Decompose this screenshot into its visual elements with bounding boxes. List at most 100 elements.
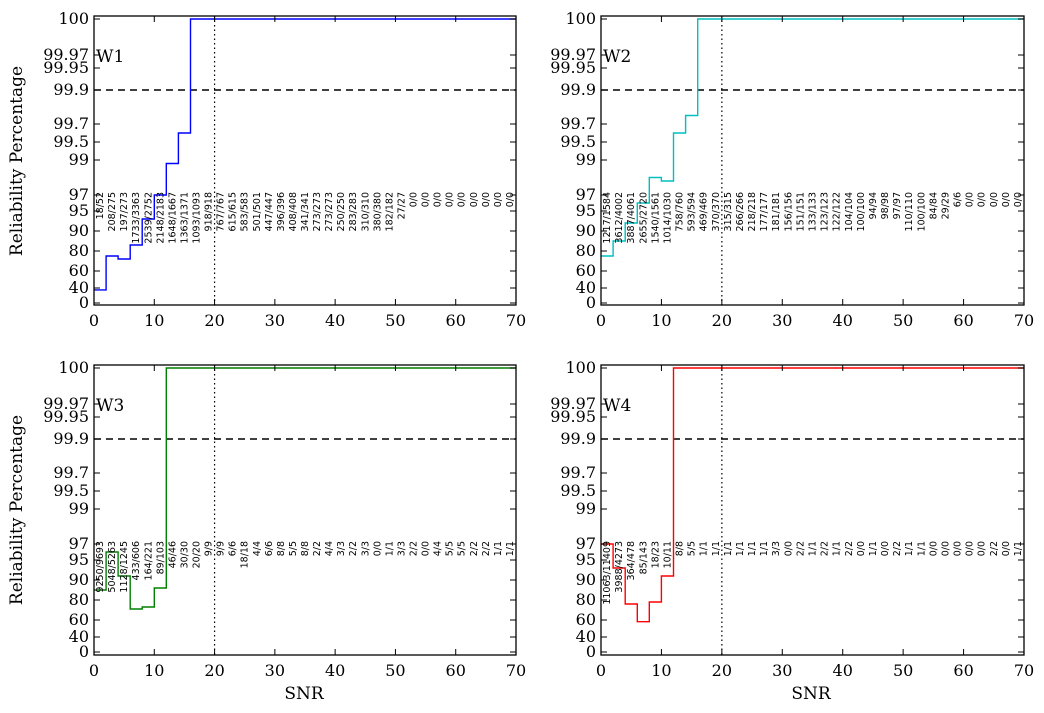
y-tick-label: 90 bbox=[69, 570, 89, 589]
y-tick-label: 80 bbox=[576, 590, 596, 609]
panel-w2: 1217/1584 3612/4002 3887/4061 2655/2720 1540… bbox=[550, 9, 1034, 330]
x-axis-label-right: SNR bbox=[791, 684, 832, 704]
bin-count-label: 27/27 bbox=[397, 192, 408, 219]
bin-count-label: 0/0 bbox=[953, 541, 964, 556]
bin-count-label: 380/380 bbox=[372, 192, 383, 231]
bin-count-label: 273/273 bbox=[324, 192, 335, 231]
bin-count-label: 0/0 bbox=[433, 192, 444, 207]
y-tick-label: 95 bbox=[576, 201, 596, 220]
y-tick-label: 99.95 bbox=[550, 58, 596, 77]
bin-count-label: 151/151 bbox=[795, 192, 806, 231]
bin-count-label: 3/3 bbox=[771, 541, 782, 556]
bin-count-label: 2/2 bbox=[348, 541, 359, 556]
bin-count-label: 3988/4273 bbox=[614, 541, 625, 593]
y-tick-label: 80 bbox=[576, 241, 596, 260]
bin-count-label: 8/8 bbox=[300, 541, 311, 556]
bin-count-label: 6/6 bbox=[228, 541, 239, 556]
bin-count-label: 0/0 bbox=[493, 192, 504, 207]
bin-count-label: 2/2 bbox=[820, 541, 831, 556]
bin-count-label: 2/2 bbox=[481, 541, 492, 556]
y-tick-label: 90 bbox=[576, 221, 596, 240]
bin-count-label: 8/8 bbox=[675, 541, 686, 556]
bin-count-label: 0/0 bbox=[1013, 192, 1024, 207]
bin-count-label: 1540/1561 bbox=[650, 192, 661, 244]
bin-count-label: 3/3 bbox=[397, 541, 408, 556]
bin-count-label: 0/0 bbox=[940, 541, 951, 556]
bin-count-label: 615/615 bbox=[228, 192, 239, 231]
x-tick-label: 50 bbox=[893, 661, 913, 680]
bin-count-label: 0/0 bbox=[989, 192, 1000, 207]
y-tick-label: 40 bbox=[69, 627, 89, 646]
bin-count-label: 1/1 bbox=[832, 541, 843, 556]
bin-count-label: 0/0 bbox=[372, 541, 383, 556]
bin-count-label: 1/1 bbox=[711, 541, 722, 556]
bin-count-label: 2/2 bbox=[795, 541, 806, 556]
panel-w3: 9250/9693 5048/5263 1128/1245 433/606 164/22… bbox=[43, 358, 526, 680]
bin-count-label: 1/1 bbox=[505, 541, 516, 556]
bin-count-label: 0/0 bbox=[1001, 541, 1012, 556]
y-tick-label: 99.5 bbox=[53, 481, 89, 500]
bin-count-label: 6/6 bbox=[953, 192, 964, 207]
bin-count-label: 3/3 bbox=[336, 541, 347, 556]
y-tick-label: 99 bbox=[69, 499, 89, 518]
bin-count-label: 0/0 bbox=[880, 541, 891, 556]
bin-count-label: 370/370 bbox=[711, 192, 722, 231]
bin-count-label: 85/143 bbox=[638, 541, 649, 574]
bin-count-label: 2/2 bbox=[469, 541, 480, 556]
bin-count-label: 104/104 bbox=[844, 192, 855, 231]
bin-count-label: 9/9 bbox=[204, 541, 215, 556]
x-tick-label: 70 bbox=[1014, 661, 1034, 680]
x-tick-label: 40 bbox=[325, 311, 345, 330]
y-tick-label: 95 bbox=[69, 550, 89, 569]
x-axis-label-left: SNR bbox=[284, 684, 325, 704]
y-tick-label: 60 bbox=[576, 261, 596, 280]
bin-count-label: 5/5 bbox=[288, 541, 299, 556]
bin-count-label: 100/100 bbox=[916, 192, 927, 231]
x-tick-label: 0 bbox=[596, 661, 606, 680]
bin-count-label: 1/1 bbox=[747, 541, 758, 556]
y-tick-label: 99.7 bbox=[560, 463, 596, 482]
bin-count-label: 5048/5263 bbox=[107, 541, 118, 593]
panel-w4: 11063/11409 3988/4273 364/478 85/143 18/23 10… bbox=[550, 358, 1034, 680]
y-tick-label: 80 bbox=[69, 590, 89, 609]
y-tick-label: 40 bbox=[576, 278, 596, 297]
bin-count-label: 164/221 bbox=[143, 541, 154, 580]
bin-count-label: 6/6 bbox=[264, 541, 275, 556]
bin-count-label: 0/0 bbox=[457, 192, 468, 207]
axes-frame bbox=[600, 364, 1025, 656]
y-tick-label: 99.97 bbox=[43, 394, 89, 413]
bin-count-label: 9/9 bbox=[216, 541, 227, 556]
bin-count-label: 1/1 bbox=[868, 541, 879, 556]
x-tick-label: 0 bbox=[89, 311, 99, 330]
bin-count-label: 1/1 bbox=[735, 541, 746, 556]
bin-count-label: 1/1 bbox=[699, 541, 710, 556]
y-tick-label: 95 bbox=[69, 201, 89, 220]
bin-count-label: 0/0 bbox=[421, 541, 432, 556]
bin-count-label: 197/273 bbox=[119, 192, 130, 231]
bin-count-label: 273/273 bbox=[312, 192, 323, 231]
reliability-step-line bbox=[94, 18, 516, 291]
y-tick-label: 100 bbox=[58, 358, 89, 377]
y-tick-label: 99.97 bbox=[550, 394, 596, 413]
bin-count-label: 2539/2752 bbox=[143, 192, 154, 244]
x-tick-label: 20 bbox=[204, 311, 224, 330]
bin-count-label: 433/606 bbox=[131, 541, 142, 580]
bin-count-label: 18/23 bbox=[650, 541, 661, 568]
bin-count-label: 3887/4061 bbox=[626, 192, 637, 244]
bin-count-label: 0/0 bbox=[977, 192, 988, 207]
y-tick-label: 97 bbox=[576, 185, 596, 204]
bin-count-label: 2655/2720 bbox=[638, 192, 649, 244]
y-tick-label: 99.9 bbox=[560, 429, 596, 448]
y-tick-label: 99.95 bbox=[550, 407, 596, 426]
y-tick-label: 60 bbox=[69, 610, 89, 629]
y-tick-label: 97 bbox=[69, 185, 89, 204]
bin-count-label: 2/2 bbox=[312, 541, 323, 556]
y-tick-label: 0 bbox=[79, 293, 89, 312]
bin-count-label: 1/1 bbox=[759, 541, 770, 556]
y-tick-label: 99.9 bbox=[53, 429, 89, 448]
y-tick-label: 99.7 bbox=[53, 463, 89, 482]
bin-count-label: 1/1 bbox=[904, 541, 915, 556]
panel-title: W2 bbox=[603, 47, 631, 67]
y-tick-label: 99 bbox=[69, 150, 89, 169]
bin-count-label: 1363/1371 bbox=[179, 192, 190, 244]
